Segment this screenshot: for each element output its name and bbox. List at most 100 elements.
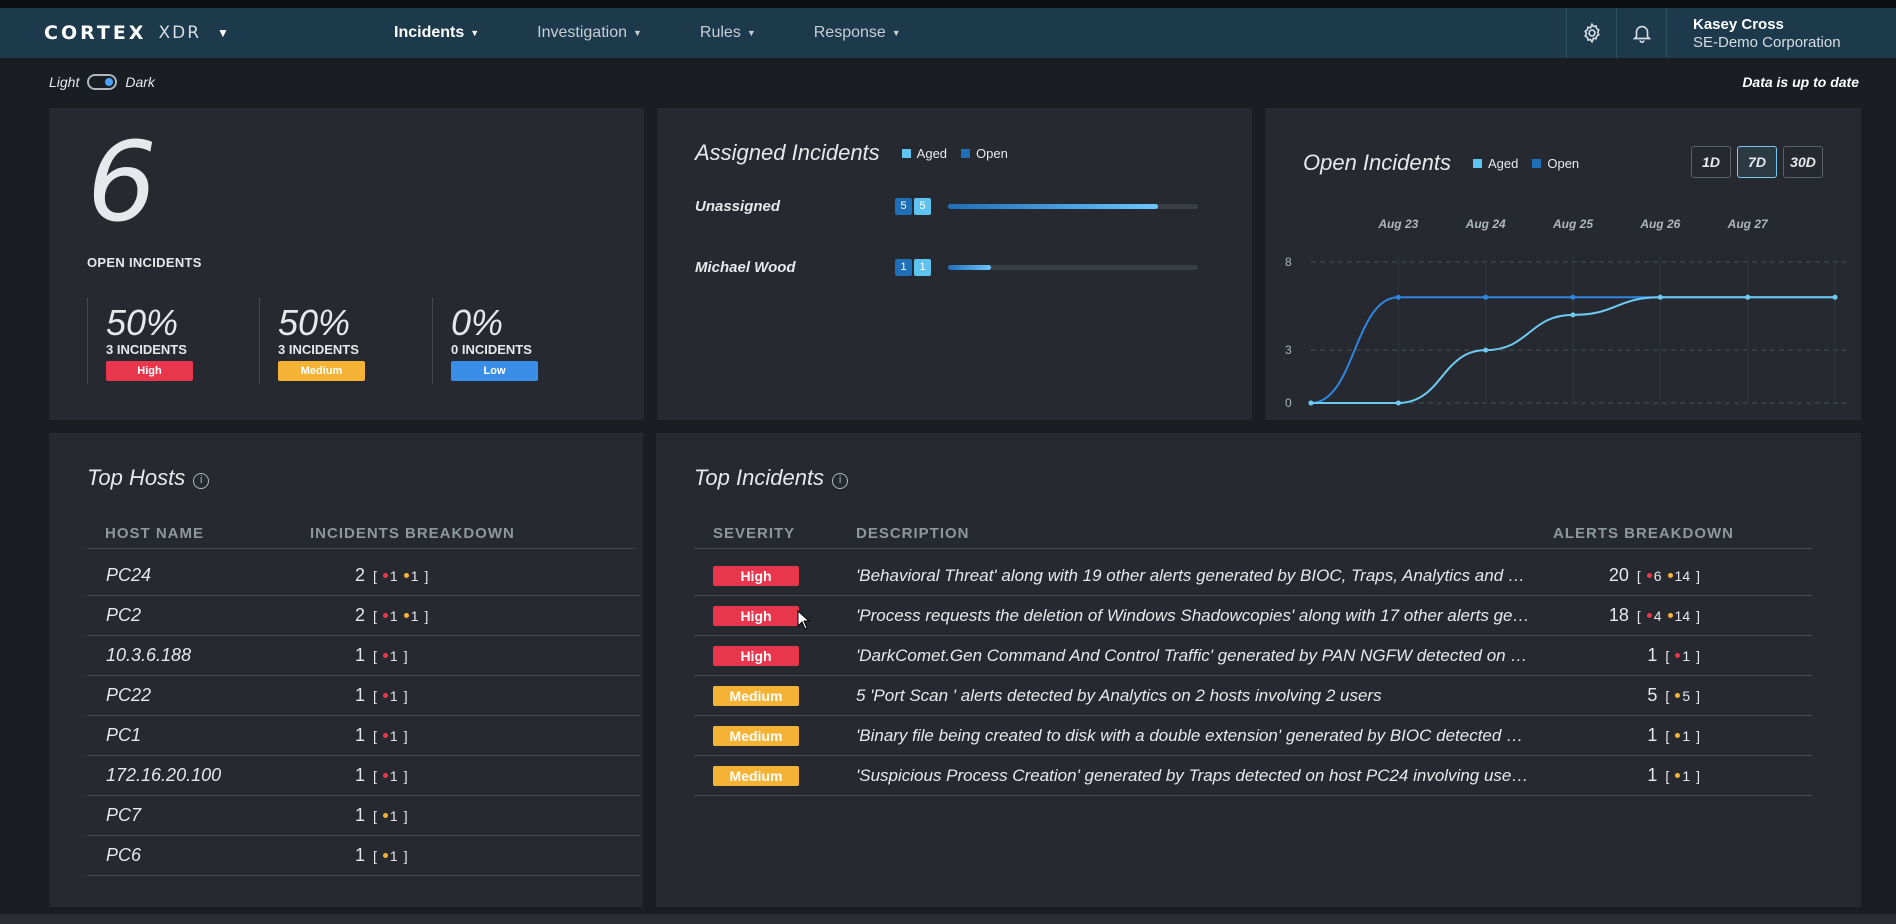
- bell-icon: [1632, 25, 1651, 43]
- open-incidents-label: OPEN INCIDENTS: [87, 255, 202, 270]
- legend-open: Open: [961, 146, 1008, 161]
- legend-aged-label: Aged: [916, 145, 948, 161]
- severity-medium-block: 50% 3 INCIDENTS Medium: [259, 298, 419, 384]
- open-incidents-chart: 0 3 8 Aug 23 Aug 24 Aug 25 Aug 26 Aug 27: [1285, 217, 1847, 410]
- legend-aged-label: Aged: [1487, 155, 1519, 171]
- open-incidents-count: 6: [87, 118, 157, 246]
- top-incidents-card: Top Incidents i SEVERITY DESCRIPTION ALER…: [656, 433, 1861, 907]
- high-count: 1: [382, 648, 398, 664]
- medium-count: 1: [403, 608, 419, 624]
- medium-count: 1: [403, 568, 419, 584]
- hosts-header-row: HOST NAME INCIDENTS BREAKDOWN: [87, 525, 635, 549]
- incident-row[interactable]: Medium 5 'Port Scan ' alerts detected by …: [694, 676, 1812, 716]
- settings-button[interactable]: [1566, 8, 1616, 58]
- host-row[interactable]: PC1 1[ 1 ]: [87, 716, 640, 756]
- incident-row[interactable]: High 'Process requests the deletion of Wi…: [694, 596, 1812, 636]
- incident-description[interactable]: 'DarkComet.Gen Command And Control Traff…: [856, 645, 1531, 665]
- data-point-aged: [1570, 312, 1576, 318]
- info-icon[interactable]: i: [832, 472, 849, 489]
- incident-description[interactable]: 'Behavioral Threat' along with 19 other …: [856, 565, 1531, 585]
- nav-incidents[interactable]: Incidents ▼: [394, 24, 479, 42]
- header-alerts-breakdown[interactable]: ALERTS BREAKDOWN: [1553, 525, 1734, 542]
- host-breakdown: 1[ 1 ]: [355, 805, 408, 826]
- host-row[interactable]: PC6 1[ 1 ]: [87, 836, 640, 876]
- product-switcher[interactable]: CORTEX XDR ▼: [44, 22, 229, 44]
- nav-response-label: Response: [813, 24, 886, 41]
- host-row[interactable]: PC7 1[ 1 ]: [87, 796, 640, 836]
- notifications-button[interactable]: [1616, 8, 1666, 58]
- assigned-bar-fill: [948, 204, 1158, 209]
- host-row[interactable]: 172.16.20.100 1[ 1 ]: [87, 756, 640, 796]
- caret-down-icon: ▼: [633, 28, 642, 38]
- data-point-aged: [1483, 347, 1489, 353]
- host-breakdown: 1[ 1 ]: [355, 645, 408, 666]
- breakdown-total: 1: [355, 685, 366, 705]
- theme-switch: Light Dark: [49, 74, 155, 90]
- incident-description[interactable]: 'Process requests the deletion of Window…: [856, 605, 1531, 625]
- header-host-name[interactable]: HOST NAME: [105, 525, 204, 542]
- incident-description[interactable]: 'Suspicious Process Creation' generated …: [856, 765, 1531, 785]
- nav-rules[interactable]: Rules ▼: [700, 24, 756, 42]
- alerts-breakdown: 18[ 4 14 ]: [1550, 605, 1700, 626]
- mouse-cursor-icon: [797, 610, 811, 630]
- nav-incidents-label: Incidents: [394, 24, 465, 41]
- legend-open-label: Open: [1547, 155, 1580, 171]
- header-incidents-breakdown[interactable]: INCIDENTS BREAKDOWN: [310, 525, 515, 542]
- range-1d-button[interactable]: 1D: [1691, 146, 1731, 178]
- toggle-knob: [105, 78, 114, 86]
- assigned-row[interactable]: Michael Wood 1 1: [695, 255, 1198, 279]
- incident-row[interactable]: High 'DarkComet.Gen Command And Control T…: [694, 636, 1812, 676]
- chevron-down-icon[interactable]: ▼: [217, 26, 229, 40]
- incident-row[interactable]: High 'Behavioral Threat' along with 19 ot…: [694, 556, 1812, 596]
- data-status: Data is up to date: [1742, 74, 1859, 90]
- theme-toggle[interactable]: [87, 74, 118, 90]
- range-7d-button[interactable]: 7D: [1737, 146, 1777, 178]
- header-severity[interactable]: SEVERITY: [713, 525, 796, 542]
- open-count-pill: 1: [895, 258, 912, 276]
- nav-investigation[interactable]: Investigation ▼: [537, 24, 642, 42]
- info-icon[interactable]: i: [193, 472, 210, 489]
- breakdown-total: 1: [1647, 645, 1658, 665]
- gear-icon: [1583, 22, 1600, 44]
- open-incidents-card: 6 OPEN INCIDENTS 50% 3 INCIDENTS High 50…: [49, 108, 644, 420]
- incident-description[interactable]: 5 'Port Scan ' alerts detected by Analyt…: [856, 685, 1382, 705]
- severity-badge[interactable]: Medium: [278, 361, 365, 381]
- user-menu[interactable]: Kasey Cross SE-Demo Corporation: [1666, 8, 1841, 58]
- open-chart-title: Open Incidents: [1303, 150, 1451, 175]
- range-selector: 1D 7D 30D: [1691, 146, 1823, 178]
- medium-count: 14: [1667, 568, 1690, 584]
- nav-response[interactable]: Response ▼: [814, 24, 901, 42]
- host-row[interactable]: 10.3.6.188 1[ 1 ]: [87, 636, 640, 676]
- y-tick-label: 0: [1285, 396, 1292, 410]
- caret-down-icon: ▼: [891, 28, 901, 38]
- range-30d-button[interactable]: 30D: [1783, 146, 1823, 178]
- breakdown-detail: [ 1 ]: [373, 767, 408, 784]
- x-tick-label: Aug 26: [1639, 217, 1680, 231]
- high-count: 1: [382, 608, 398, 624]
- breakdown-detail: [ 1 ]: [373, 847, 408, 864]
- breakdown-detail: [ 1 ]: [1665, 647, 1700, 664]
- theme-light-label: Light: [49, 74, 80, 90]
- header-description[interactable]: DESCRIPTION: [856, 525, 970, 542]
- severity-count: 3 INCIDENTS: [278, 342, 359, 357]
- breakdown-total: 1: [355, 645, 366, 665]
- caret-down-icon: ▼: [470, 28, 480, 38]
- x-tick-label: Aug 23: [1377, 217, 1418, 231]
- breakdown-total: 1: [1647, 765, 1658, 785]
- medium-count: 1: [1675, 768, 1690, 784]
- severity-badge[interactable]: Low: [451, 361, 538, 381]
- incident-row[interactable]: Medium 'Binary file being created to disk…: [694, 716, 1812, 756]
- incident-description[interactable]: 'Binary file being created to disk with …: [856, 725, 1531, 745]
- severity-badge[interactable]: High: [106, 361, 193, 381]
- medium-count: 5: [1675, 688, 1690, 704]
- host-name: PC22: [106, 685, 152, 705]
- assigned-row[interactable]: Unassigned 5 5: [695, 194, 1198, 218]
- high-count: 6: [1646, 568, 1662, 584]
- host-row[interactable]: PC22 1[ 1 ]: [87, 676, 640, 716]
- incident-row[interactable]: Medium 'Suspicious Process Creation' gene…: [694, 756, 1812, 796]
- high-count: 1: [382, 728, 398, 744]
- severity-tag: Medium: [713, 725, 799, 746]
